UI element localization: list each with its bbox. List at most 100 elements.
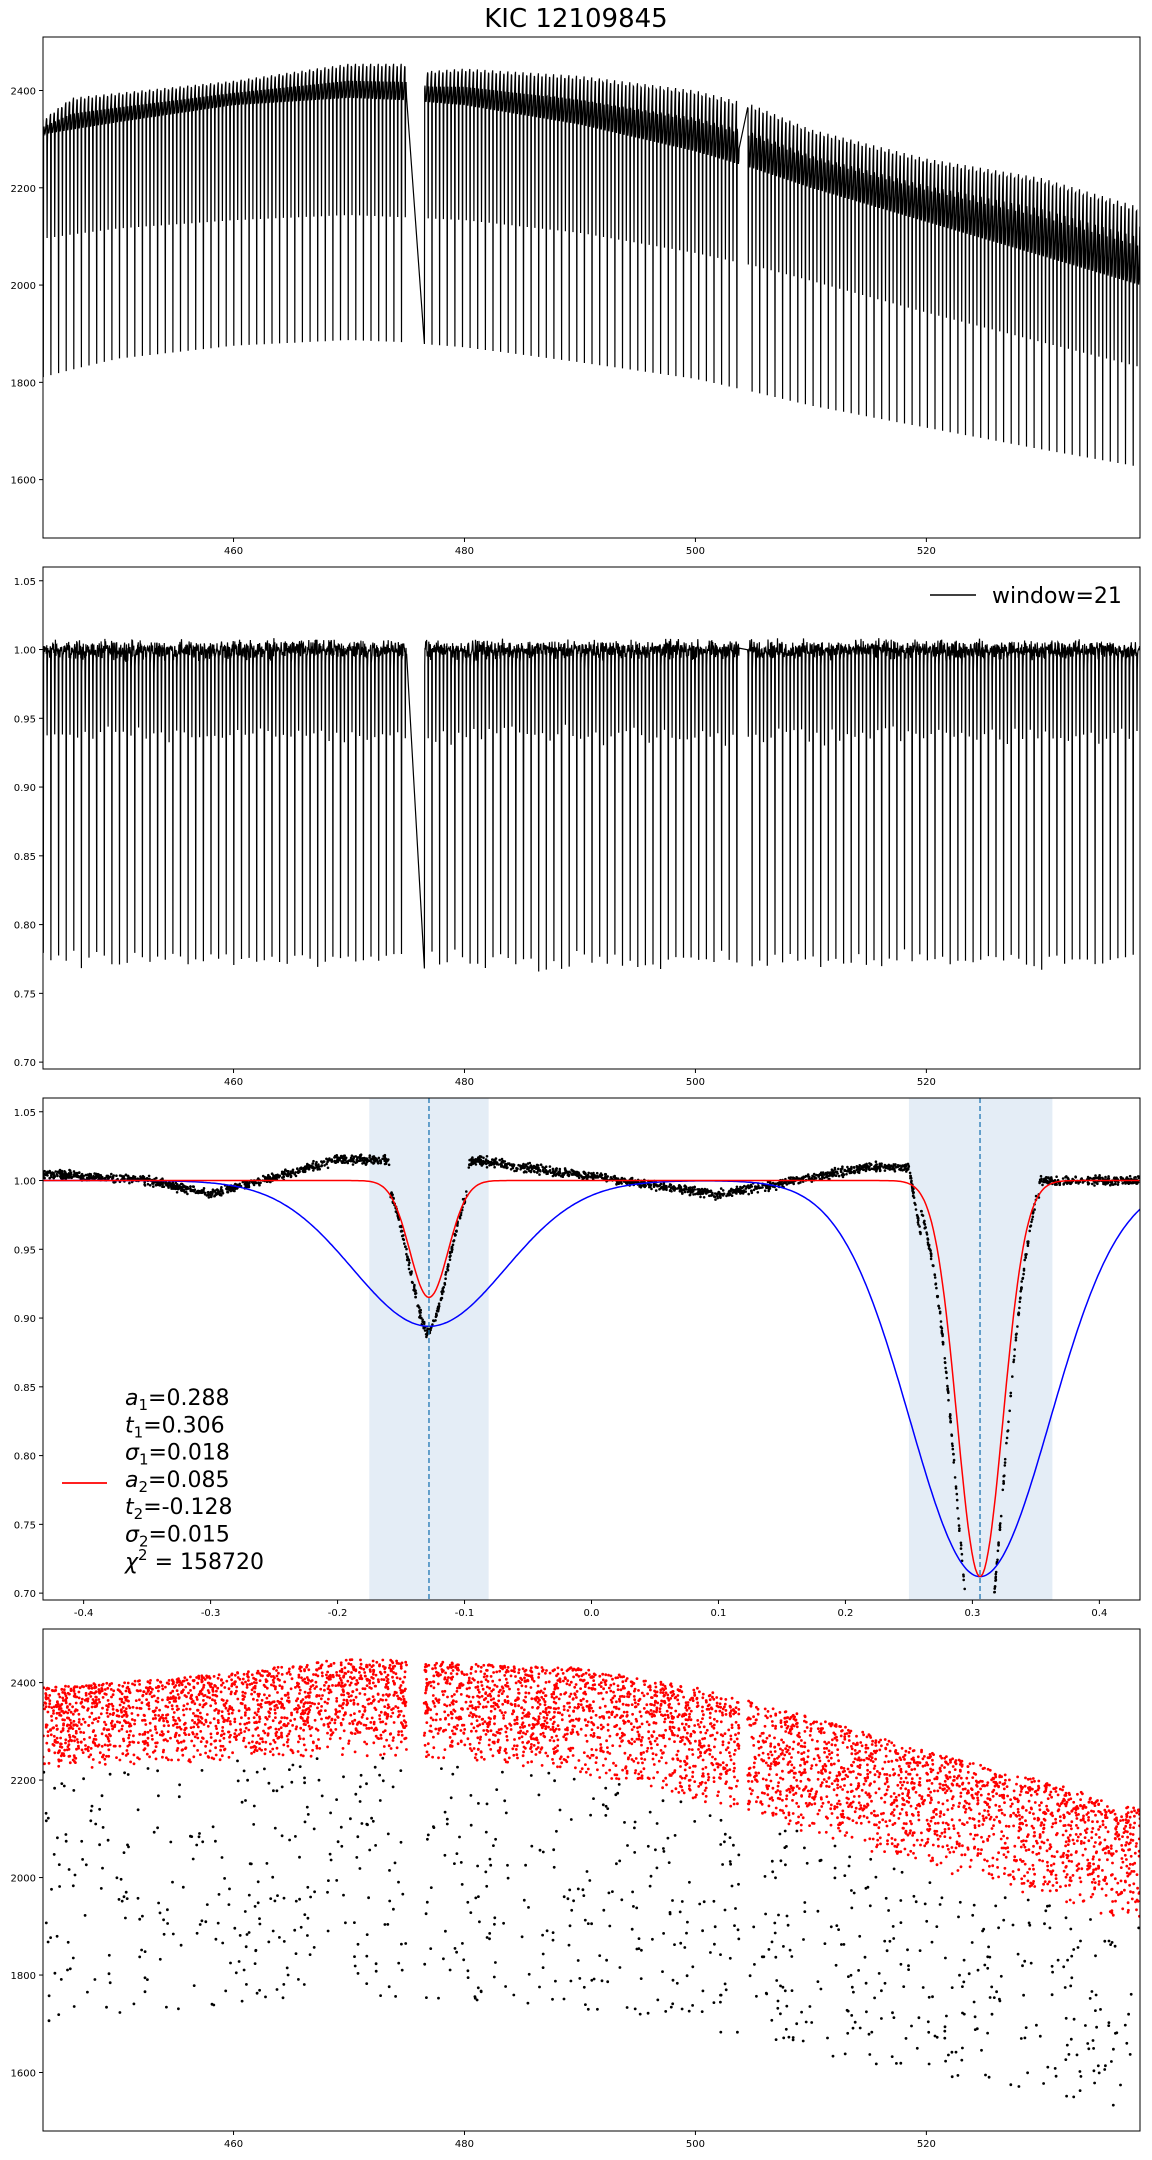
- data-point: [84, 1173, 88, 1177]
- data-point: [575, 1696, 578, 1699]
- data-point: [792, 1793, 796, 1796]
- data-point: [863, 1776, 867, 1780]
- data-point: [242, 1672, 246, 1676]
- data-point: [1086, 1181, 1090, 1184]
- data-point: [878, 1820, 881, 1824]
- data-point: [379, 1753, 382, 1757]
- data-point: [48, 1176, 51, 1180]
- data-point: [1067, 1859, 1071, 1863]
- data-point: [696, 1701, 699, 1705]
- data-point: [55, 1724, 58, 1727]
- data-point: [215, 1694, 219, 1698]
- data-point: [220, 1754, 224, 1758]
- data-point: [986, 1657, 989, 1660]
- data-point: [487, 1716, 491, 1720]
- data-point: [485, 1685, 489, 1689]
- data-point: [1097, 1880, 1101, 1883]
- data-point: [730, 1709, 733, 1712]
- data-point: [835, 1774, 839, 1778]
- data-point: [831, 1836, 835, 1840]
- data-point: [978, 1695, 981, 1698]
- data-point: [987, 1647, 990, 1650]
- data-point: [468, 1742, 472, 1746]
- data-point: [977, 1819, 981, 1823]
- data-point: [338, 1736, 342, 1740]
- data-point: [981, 1814, 985, 1818]
- data-point: [1014, 1338, 1018, 1342]
- data-point: [837, 1167, 840, 1171]
- data-point: [209, 1721, 212, 1725]
- data-point: [75, 1685, 79, 1689]
- data-point: [472, 1726, 476, 1730]
- data-point: [992, 1608, 995, 1611]
- data-point: [149, 1690, 153, 1694]
- data-point: [912, 1196, 916, 1199]
- data-point: [952, 1804, 955, 1807]
- data-point: [513, 1169, 516, 1173]
- data-point: [702, 1188, 705, 1192]
- data-point: [1104, 1182, 1107, 1186]
- data-point: [277, 1671, 280, 1675]
- data-point: [573, 1171, 576, 1174]
- data-point: [493, 1683, 497, 1687]
- data-point: [841, 1172, 845, 1175]
- data-point: [477, 1690, 481, 1694]
- data-point: [195, 1698, 199, 1701]
- data-point: [938, 1311, 942, 1315]
- data-point: [912, 1843, 916, 1847]
- data-point: [868, 1795, 872, 1799]
- data-point: [143, 1180, 146, 1184]
- data-point: [1135, 1811, 1139, 1815]
- data-point: [767, 1804, 771, 1808]
- data-point: [867, 1820, 871, 1824]
- data-point: [72, 1689, 76, 1693]
- data-point: [828, 1771, 832, 1774]
- data-point: [620, 1177, 624, 1180]
- x-tick-label: -0.3: [201, 1608, 221, 1619]
- data-point: [633, 1698, 637, 1702]
- data-point: [156, 1678, 160, 1682]
- data-point: [275, 1674, 279, 1678]
- data-point: [870, 1167, 874, 1171]
- data-point: [877, 1787, 881, 1791]
- data-point: [317, 1165, 320, 1169]
- data-point: [741, 1186, 745, 1189]
- data-point: [1113, 1182, 1117, 1186]
- data-point: [1023, 1258, 1026, 1262]
- data-point: [498, 1678, 502, 1682]
- data-point: [696, 1188, 699, 1191]
- data-point: [78, 1171, 81, 1174]
- data-point: [77, 1727, 81, 1731]
- data-point: [557, 1728, 561, 1731]
- data-point: [129, 1760, 133, 1764]
- data-point: [791, 1788, 795, 1792]
- data-point: [192, 1744, 196, 1748]
- data-point: [635, 1737, 639, 1741]
- data-point: [149, 1679, 152, 1682]
- data-point: [664, 1761, 668, 1765]
- data-point: [536, 1684, 540, 1688]
- data-point: [495, 1685, 499, 1688]
- data-point: [531, 1723, 535, 1727]
- data-point: [1022, 1843, 1026, 1847]
- data-point: [1020, 1280, 1023, 1283]
- data-point: [849, 1783, 853, 1786]
- data-point: [1037, 1779, 1041, 1783]
- data-point: [1013, 1855, 1017, 1859]
- data-point: [903, 1753, 907, 1757]
- data-point: [818, 1809, 821, 1812]
- data-point: [624, 1679, 628, 1683]
- data-point: [195, 1723, 199, 1726]
- data-point: [1048, 1180, 1051, 1184]
- data-point: [1104, 1175, 1107, 1179]
- data-point: [257, 1720, 261, 1724]
- data-point: [386, 1714, 390, 1718]
- data-point: [976, 1692, 979, 1695]
- data-point: [1107, 1851, 1111, 1855]
- data-point: [1027, 1240, 1030, 1243]
- data-point: [719, 1772, 722, 1776]
- data-point: [162, 1724, 166, 1728]
- data-point: [309, 1704, 312, 1708]
- data-point: [706, 1189, 710, 1193]
- data-point: [181, 1708, 185, 1712]
